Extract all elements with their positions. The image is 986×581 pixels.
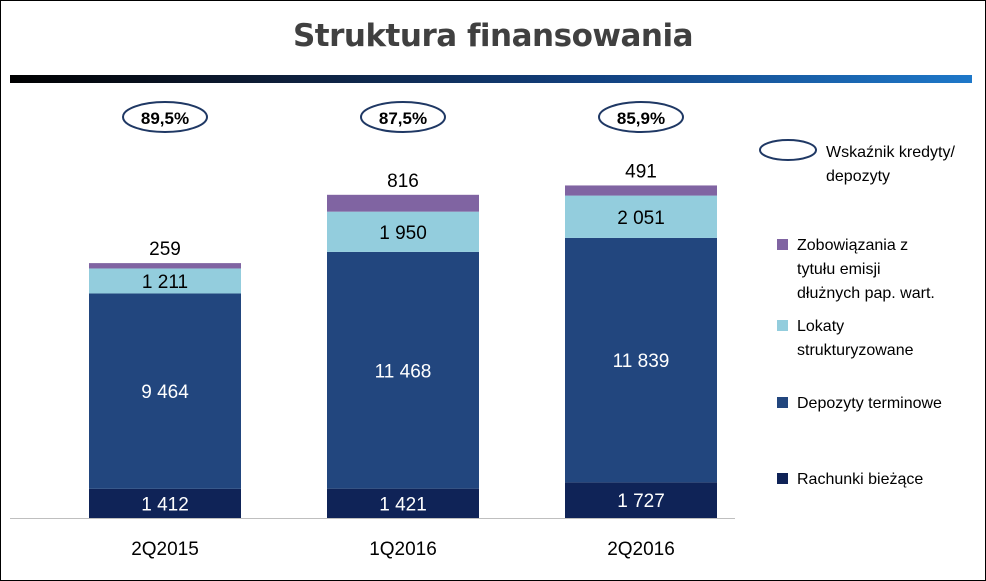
legend-ratio-marker — [759, 139, 817, 161]
legend-term-text: Depozyty terminowe — [797, 395, 942, 412]
legend-structured-text: strukturyzowane — [797, 342, 914, 359]
data-label: 259 — [149, 239, 181, 260]
legend-emission-text: Zobowiązania z — [797, 237, 908, 254]
data-label: 1 211 — [142, 272, 188, 293]
legend-ratio-text: Wskaźnik kredyty/ — [826, 144, 955, 161]
data-label: 9 464 — [141, 382, 189, 403]
ratio-ellipse — [598, 101, 684, 133]
bar-segment-2-2Q2015 — [89, 293, 241, 489]
x-tick-label: 1Q2016 — [369, 539, 437, 560]
data-label: 1 727 — [617, 491, 665, 512]
x-tick-label: 2Q2016 — [607, 539, 675, 560]
bar-segment-3-2Q2015 — [89, 268, 241, 294]
bar-segment-2-1Q2016 — [327, 251, 479, 489]
bar-segment-1-2Q2016 — [565, 482, 717, 518]
legend-ratio-text: depozyty — [826, 168, 890, 185]
legend-structured-swatch — [777, 320, 788, 331]
bar-segment-4-1Q2016 — [327, 194, 479, 212]
bar-segment-1-1Q2016 — [327, 488, 479, 518]
data-label: 491 — [625, 161, 657, 182]
data-label: 11 839 — [613, 351, 670, 372]
legend-emission-text: dłużnych pap. wart. — [797, 285, 935, 302]
x-tick-label: 2Q2015 — [131, 539, 199, 560]
title-divider — [10, 75, 972, 83]
legend-term-swatch — [777, 397, 788, 408]
data-label: 1 421 — [379, 494, 427, 515]
ratio-ellipse — [360, 101, 446, 133]
legend-emission-swatch — [777, 239, 788, 250]
chart-title: Struktura finansowania — [292, 18, 694, 54]
ratio-label: 87,5% — [379, 109, 427, 128]
bar-segment-2-2Q2016 — [565, 237, 717, 483]
data-label: 1 950 — [379, 223, 427, 244]
data-label: 1 412 — [141, 494, 189, 515]
ratio-label: 89,5% — [141, 109, 189, 128]
bar-segment-4-2Q2015 — [89, 263, 241, 269]
legend-emission-text: tytułu emisji — [797, 261, 881, 278]
data-label: 2 051 — [617, 208, 665, 229]
bar-segment-1-2Q2015 — [89, 488, 241, 518]
data-label: 816 — [387, 171, 419, 192]
data-label: 11 468 — [375, 361, 432, 382]
bar-segment-3-2Q2016 — [565, 195, 717, 238]
ratio-ellipse — [122, 101, 208, 133]
legend-current-swatch — [777, 473, 788, 484]
ratio-label: 85,9% — [617, 109, 665, 128]
legend-current-text: Rachunki bieżące — [797, 471, 923, 488]
bar-segment-4-2Q2016 — [565, 185, 717, 196]
legend-structured-text: Lokaty — [797, 318, 844, 335]
bar-segment-3-1Q2016 — [327, 211, 479, 252]
